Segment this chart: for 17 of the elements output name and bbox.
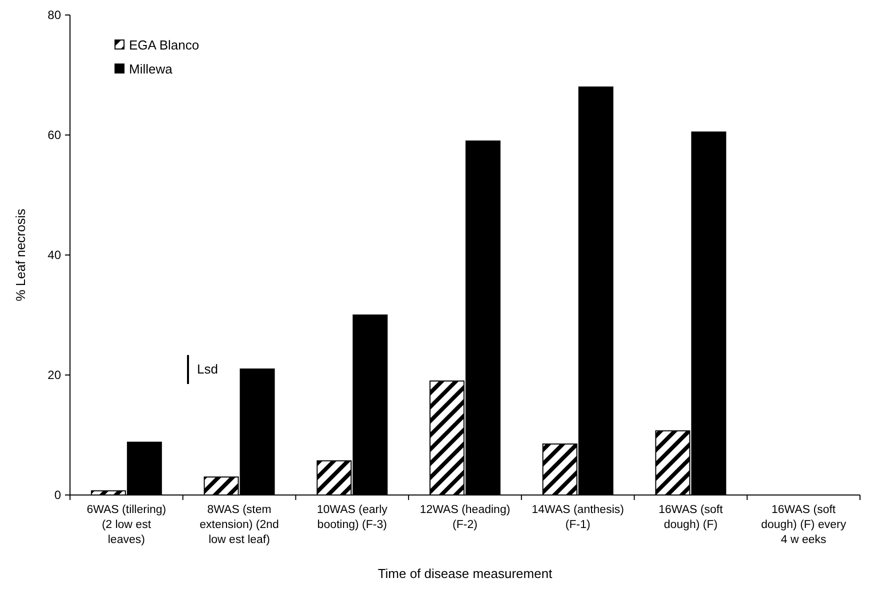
x-tick-label: 14WAS (anthesis) (F-1) [532,504,624,531]
y-tick-label: 40 [48,248,62,262]
y-tick-label: 60 [48,128,62,142]
x-tick-label: 12WAS (heading) (F-2) [420,504,510,531]
x-tick-label: 16WAS (soft dough) (F) every 4 w eeks [761,504,846,546]
y-tick-label: 0 [54,488,62,502]
x-tick-label: 6WAS (tillering) (2 low est leaves) [86,504,166,546]
y-tick-label: 80 [48,8,62,22]
x-tick-label: 10WAS (early booting) (F-3) [316,504,388,531]
x-tick-label: 8WAS (stem extension) (2nd low est leaf) [200,504,279,546]
y-tick-label: 20 [48,368,62,382]
x-tick-label: 16WAS (soft dough) (F) [658,504,724,531]
legend-label: EGA Blanco [129,38,200,53]
legend-label: Millewa [129,62,174,77]
x-axis-title: Time of disease measurement [378,566,553,581]
y-axis-title: % Leaf necrosis [13,208,28,302]
annotation: Lsd [197,362,218,377]
